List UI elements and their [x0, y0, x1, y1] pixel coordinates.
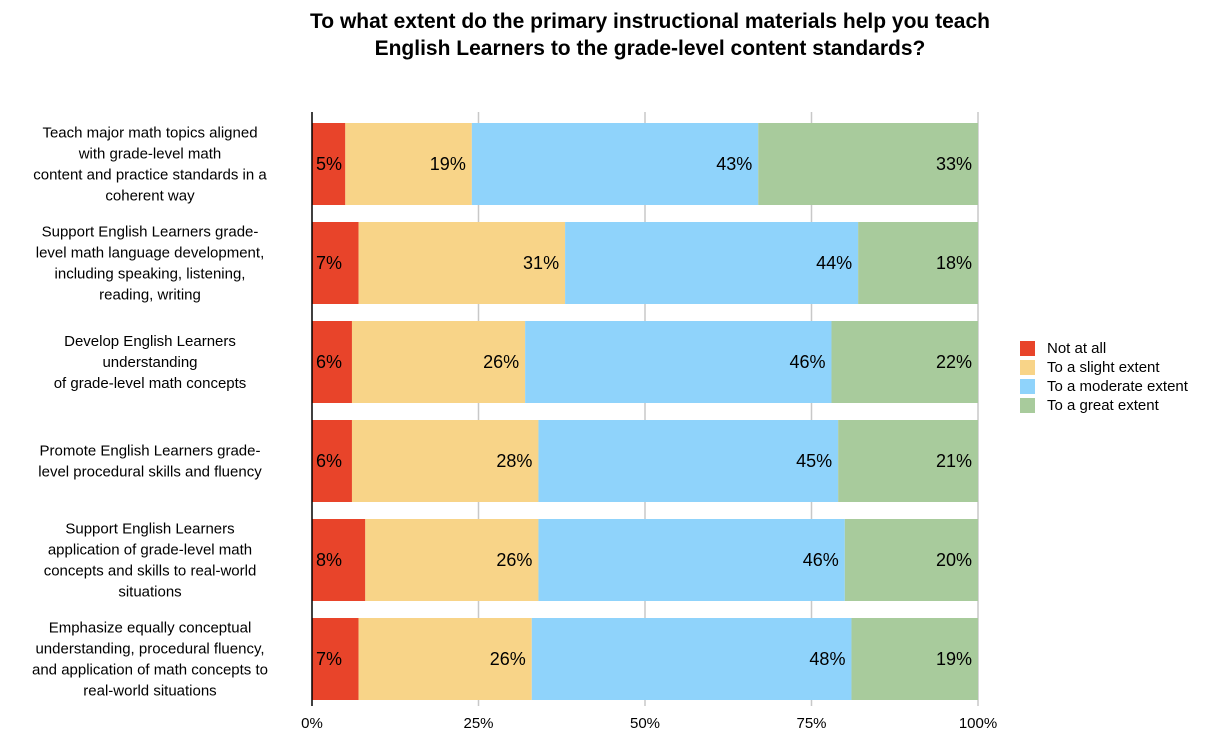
bar-segment: [351, 321, 526, 403]
data-label: 21%: [936, 451, 972, 471]
legend-label: Not at all: [1047, 340, 1107, 357]
category-label: Promote English Learners grade-level pro…: [38, 443, 262, 481]
bar-segment: [538, 519, 845, 601]
bar-segment: [345, 123, 472, 205]
data-label: 44%: [816, 253, 852, 273]
legend-label: To a great extent: [1047, 397, 1159, 414]
data-label: 45%: [796, 451, 832, 471]
category-label: Develop English Learners understanding of …: [54, 333, 247, 392]
bar-segment: [565, 222, 859, 304]
bar-segment: [838, 420, 978, 502]
data-label: 46%: [803, 550, 839, 570]
x-tick-label: 0%: [301, 715, 323, 732]
bar-segment: [312, 123, 346, 205]
data-label: 8%: [316, 550, 342, 570]
x-tick-label: 100%: [959, 715, 997, 732]
category-labels: Teach major math topics aligned with grad…: [32, 125, 268, 700]
legend-label: To a slight extent: [1047, 359, 1160, 376]
bar-segment: [471, 123, 759, 205]
bar-segment: [365, 519, 539, 601]
bar-segment: [312, 222, 359, 304]
legend: Not at all To a slight extent To a moderat…: [1020, 339, 1188, 415]
data-label: 19%: [430, 154, 466, 174]
grid-lines: [477, 112, 979, 706]
data-label: 22%: [936, 352, 972, 372]
legend-item: To a great extent: [1020, 396, 1188, 415]
data-label: 31%: [523, 253, 559, 273]
category-label: Support English Learners grade-level mat…: [36, 224, 265, 304]
bar-segment: [758, 123, 978, 205]
legend-swatch: [1020, 360, 1035, 375]
data-label: 7%: [316, 253, 342, 273]
data-label: 26%: [490, 649, 526, 669]
data-label: 18%: [936, 253, 972, 273]
bar-segment: [312, 321, 352, 403]
bar-segment: [525, 321, 832, 403]
legend-label: To a moderate extent: [1047, 378, 1188, 395]
data-label: 33%: [936, 154, 972, 174]
data-label: 7%: [316, 649, 342, 669]
bar-segment: [358, 618, 532, 700]
legend-item: To a moderate extent: [1020, 377, 1188, 396]
data-label: 26%: [483, 352, 519, 372]
legend-item: Not at all: [1020, 339, 1188, 358]
bar-segment: [844, 519, 978, 601]
legend-item: To a slight extent: [1020, 358, 1188, 377]
chart-title: To what extent do the primary instructio…: [310, 10, 990, 60]
x-tick-label: 50%: [630, 715, 660, 732]
data-label: 48%: [809, 649, 845, 669]
data-label: 19%: [936, 649, 972, 669]
bar-segment: [312, 519, 366, 601]
bars: [312, 123, 978, 700]
bar-segment: [531, 618, 852, 700]
bar-segment: [851, 618, 978, 700]
segment-labels: 5% 19% 43% 33% 7% 31% 44% 18% 6% 26% 46% 22% 6% 28% 45…: [316, 154, 972, 669]
bar-segment: [351, 420, 539, 502]
bar-segment: [858, 222, 978, 304]
data-label: 28%: [496, 451, 532, 471]
data-label: 6%: [316, 352, 342, 372]
x-tick-label: 75%: [796, 715, 826, 732]
x-axis-ticks: 0% 25% 50% 75% 100%: [301, 715, 997, 732]
bar-segment: [312, 618, 359, 700]
category-label: Emphasize equally conceptual understandin…: [32, 620, 268, 700]
data-label: 26%: [496, 550, 532, 570]
data-label: 5%: [316, 154, 342, 174]
data-label: 46%: [789, 352, 825, 372]
bar-segment: [312, 420, 352, 502]
data-label: 20%: [936, 550, 972, 570]
legend-swatch: [1020, 398, 1035, 413]
x-tick-label: 25%: [463, 715, 493, 732]
legend-swatch: [1020, 341, 1035, 356]
data-label: 6%: [316, 451, 342, 471]
category-label: Support English Learners application of g…: [44, 521, 257, 601]
bar-segment: [538, 420, 839, 502]
bar-segment: [831, 321, 978, 403]
bar-segment: [358, 222, 566, 304]
category-label: Teach major math topics aligned with grad…: [33, 125, 267, 205]
legend-swatch: [1020, 379, 1035, 394]
data-label: 43%: [716, 154, 752, 174]
